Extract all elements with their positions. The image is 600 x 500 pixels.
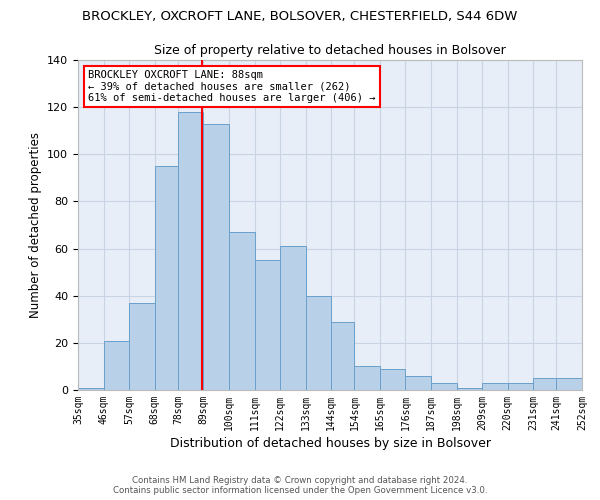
Bar xyxy=(129,303,155,390)
Bar xyxy=(104,340,129,390)
Bar xyxy=(178,112,203,390)
Bar xyxy=(78,388,104,390)
Bar xyxy=(380,369,406,390)
Text: BROCKLEY, OXCROFT LANE, BOLSOVER, CHESTERFIELD, S44 6DW: BROCKLEY, OXCROFT LANE, BOLSOVER, CHESTE… xyxy=(82,10,518,23)
X-axis label: Distribution of detached houses by size in Bolsover: Distribution of detached houses by size … xyxy=(170,437,491,450)
Bar xyxy=(556,378,582,390)
Bar xyxy=(482,383,508,390)
Text: BROCKLEY OXCROFT LANE: 88sqm
← 39% of detached houses are smaller (262)
61% of s: BROCKLEY OXCROFT LANE: 88sqm ← 39% of de… xyxy=(88,70,376,103)
Title: Size of property relative to detached houses in Bolsover: Size of property relative to detached ho… xyxy=(154,44,506,58)
Bar xyxy=(533,378,556,390)
Bar xyxy=(203,124,229,390)
Bar xyxy=(331,322,355,390)
Bar xyxy=(280,246,305,390)
Bar xyxy=(508,383,533,390)
Bar xyxy=(457,388,482,390)
Bar xyxy=(254,260,280,390)
Bar xyxy=(155,166,178,390)
Bar xyxy=(355,366,380,390)
Text: Contains HM Land Registry data © Crown copyright and database right 2024.
Contai: Contains HM Land Registry data © Crown c… xyxy=(113,476,487,495)
Bar xyxy=(406,376,431,390)
Bar xyxy=(431,383,457,390)
Bar xyxy=(229,232,254,390)
Bar xyxy=(305,296,331,390)
Y-axis label: Number of detached properties: Number of detached properties xyxy=(29,132,41,318)
